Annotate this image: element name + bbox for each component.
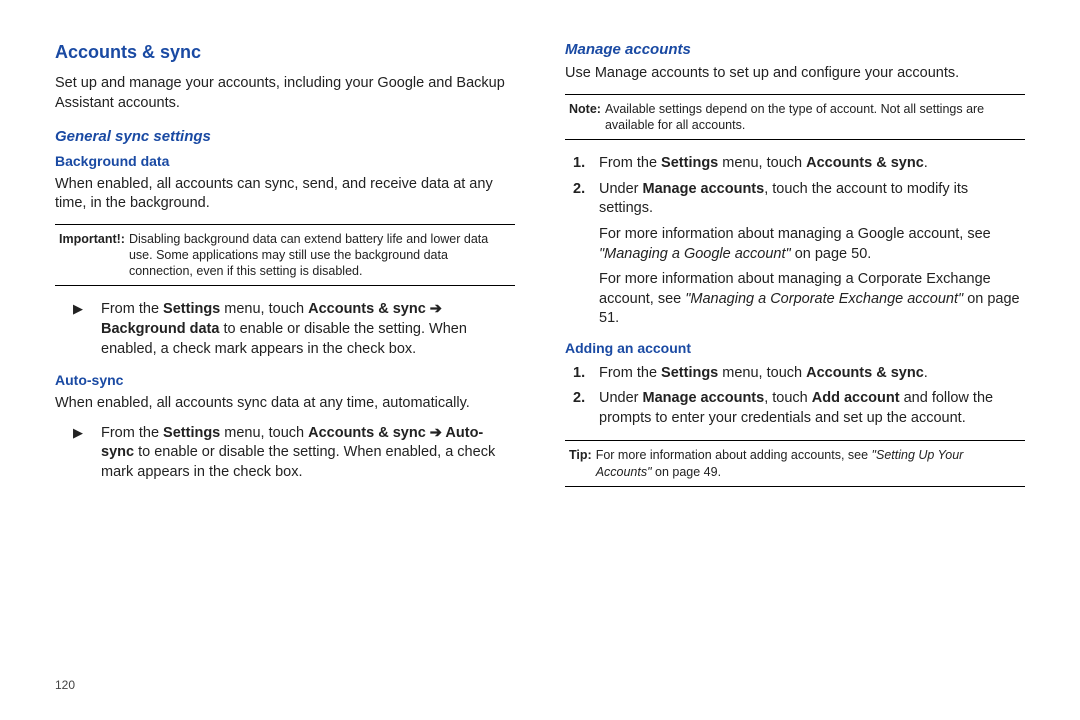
triangle-icon: ▶ [55,424,101,483]
note-label: Note: [569,101,605,134]
important-body: Disabling background data can extend bat… [129,231,511,280]
step-text: Under Manage accounts, touch the account… [599,180,1025,219]
manage-cont-1: For more information about managing a Go… [599,225,1025,264]
background-data-step-text: From the Settings menu, touch Accounts &… [101,300,515,359]
auto-sync-step-text: From the Settings menu, touch Accounts &… [101,424,515,483]
tip-box: Tip: For more information about adding a… [565,440,1025,487]
auto-sync-step: ▶ From the Settings menu, touch Accounts… [55,424,515,483]
manage-accounts-heading: Manage accounts [565,40,1025,60]
manage-cont-2: For more information about managing a Co… [599,270,1025,329]
step-text: Under Manage accounts, touch Add account… [599,389,1025,428]
tip-body: For more information about adding accoun… [596,447,1021,480]
step-number: 2. [565,389,599,428]
background-data-desc: When enabled, all accounts can sync, sen… [55,175,515,214]
note-body: Available settings depend on the type of… [605,101,1021,134]
adding-step-1: 1. From the Settings menu, touch Account… [565,364,1025,384]
triangle-icon: ▶ [55,300,101,359]
background-data-step: ▶ From the Settings menu, touch Accounts… [55,300,515,359]
step-number: 1. [565,154,599,174]
step-number: 1. [565,364,599,384]
accounts-sync-intro: Set up and manage your accounts, includi… [55,74,515,113]
manage-accounts-intro: Use Manage accounts to set up and config… [565,64,1025,84]
step-text: From the Settings menu, touch Accounts &… [599,364,1025,384]
manage-step-1: 1. From the Settings menu, touch Account… [565,154,1025,174]
step-number: 2. [565,180,599,219]
right-column: Manage accounts Use Manage accounts to s… [565,40,1025,700]
general-sync-heading: General sync settings [55,127,515,147]
accounts-sync-heading: Accounts & sync [55,40,515,64]
important-note: Important!: Disabling background data ca… [55,224,515,287]
left-column: Accounts & sync Set up and manage your a… [55,40,515,700]
step-text: From the Settings menu, touch Accounts &… [599,154,1025,174]
tip-label: Tip: [569,447,596,480]
note-box: Note: Available settings depend on the t… [565,94,1025,141]
background-data-heading: Background data [55,152,515,171]
important-label: Important!: [59,231,129,280]
manage-step-2: 2. Under Manage accounts, touch the acco… [565,180,1025,219]
adding-step-2: 2. Under Manage accounts, touch Add acco… [565,389,1025,428]
auto-sync-desc: When enabled, all accounts sync data at … [55,394,515,414]
page-number: 120 [55,678,75,692]
auto-sync-heading: Auto-sync [55,371,515,390]
adding-account-heading: Adding an account [565,339,1025,358]
manual-page: Accounts & sync Set up and manage your a… [0,0,1080,720]
